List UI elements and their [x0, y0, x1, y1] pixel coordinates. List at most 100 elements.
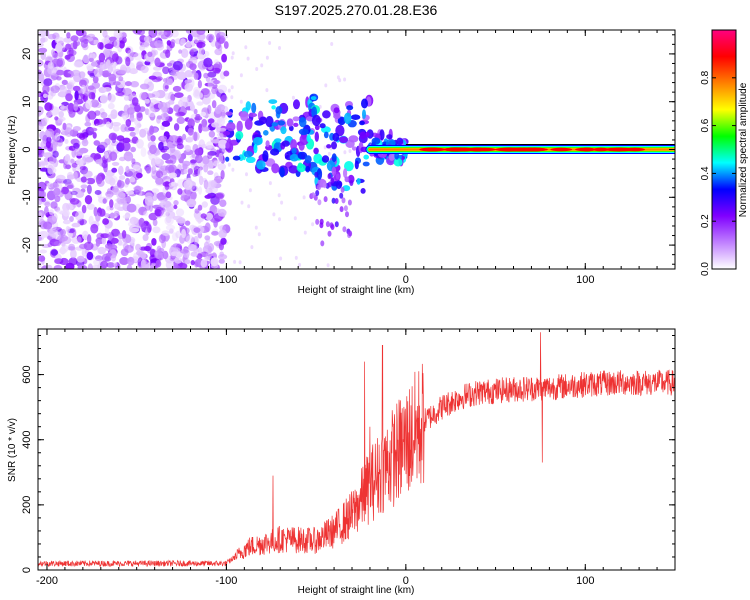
- noise-blob: [88, 57, 95, 63]
- signal-blob: [331, 153, 337, 163]
- noise-blob: [68, 80, 76, 85]
- noise-blob: [165, 191, 172, 199]
- noise-blob: [148, 108, 156, 118]
- noise-blob: [115, 91, 125, 97]
- noise-blob: [75, 190, 85, 198]
- noise-blob: [86, 251, 94, 261]
- noise-blob: [126, 168, 136, 177]
- noise-blob: [107, 93, 116, 103]
- noise-blob: [210, 139, 221, 144]
- noise-blob: [254, 225, 258, 230]
- noise-blob: [265, 88, 269, 93]
- noise-blob: [245, 172, 248, 177]
- noise-blob: [143, 245, 152, 252]
- noise-blob: [201, 118, 208, 128]
- noise-blob: [204, 235, 211, 241]
- noise-blob: [205, 212, 214, 221]
- signal-blob: [362, 109, 366, 119]
- noise-blob: [217, 163, 226, 171]
- noise-blob: [106, 262, 116, 268]
- noise-blob: [79, 79, 87, 88]
- noise-blob: [76, 150, 84, 156]
- noise-blob: [193, 91, 204, 99]
- noise-blob: [217, 84, 228, 94]
- noise-blob: [169, 228, 174, 234]
- noise-blob: [102, 118, 108, 125]
- noise-blob: [211, 100, 217, 109]
- noise-blob: [123, 95, 130, 101]
- noise-blob: [155, 259, 162, 268]
- noise-blob: [196, 253, 203, 260]
- spectrogram-xtick-label: 100: [576, 274, 594, 286]
- noise-blob: [151, 158, 156, 167]
- noise-blob: [44, 102, 53, 112]
- noise-blob: [107, 231, 113, 242]
- noise-blob: [155, 170, 164, 178]
- noise-blob: [129, 216, 138, 225]
- noise-blob: [44, 201, 51, 208]
- signal-blob: [253, 143, 258, 154]
- snr-series-line: [38, 332, 675, 568]
- noise-blob: [85, 99, 92, 110]
- noise-blob: [196, 41, 206, 49]
- noise-blob: [218, 127, 227, 132]
- signal-blob: [322, 182, 327, 189]
- noise-blob: [144, 108, 150, 116]
- noise-blob: [177, 217, 186, 226]
- noise-blob: [82, 54, 90, 64]
- noise-blob: [40, 51, 47, 61]
- noise-blob: [218, 37, 225, 45]
- noise-blob: [136, 250, 144, 256]
- signal-blob: [356, 178, 361, 185]
- noise-blob: [82, 170, 93, 178]
- noise-blob: [92, 39, 100, 45]
- noise-blob: [45, 128, 55, 138]
- noise-blob: [151, 165, 156, 175]
- noise-blob: [64, 54, 71, 60]
- noise-blob: [211, 86, 219, 95]
- noise-blob: [51, 213, 58, 222]
- noise-blob: [70, 190, 78, 196]
- snr-panel: -200 -100 0 100 0 200 400 600 Height of straigh…: [7, 328, 676, 596]
- noise-blob: [53, 187, 61, 196]
- snr-xtick-label: -200: [36, 575, 58, 587]
- signal-blobs: [223, 93, 409, 247]
- signal-blob: [291, 147, 297, 155]
- noise-blob: [108, 73, 117, 82]
- noise-blob: [59, 246, 66, 255]
- noise-blob: [173, 123, 180, 131]
- noise-blob: [98, 52, 106, 63]
- noise-blob: [64, 139, 69, 144]
- noise-blob: [268, 41, 272, 45]
- noise-blob: [293, 216, 297, 221]
- signal-blob: [360, 188, 366, 194]
- noise-blob: [38, 124, 44, 130]
- noise-blob: [161, 120, 171, 127]
- noise-blob: [336, 75, 340, 80]
- noise-blob: [41, 117, 48, 127]
- signal-blob: [344, 161, 354, 172]
- noise-blob: [206, 33, 215, 42]
- noise-blob: [166, 40, 172, 46]
- noise-blob: [190, 251, 198, 257]
- noise-blob: [165, 49, 171, 58]
- noise-blob: [82, 95, 88, 101]
- signal-blob: [340, 186, 345, 193]
- signal-blob: [225, 111, 233, 116]
- noise-blob: [60, 229, 66, 236]
- noise-blob: [207, 92, 216, 100]
- noise-blob: [76, 158, 84, 166]
- signal-blob: [315, 190, 320, 196]
- noise-blob: [97, 246, 106, 255]
- noise-blob: [63, 155, 71, 165]
- noise-blob: [38, 230, 49, 238]
- signal-blob: [293, 99, 300, 110]
- noise-blob: [190, 260, 195, 266]
- noise-blob: [130, 81, 140, 88]
- signal-blob: [235, 130, 244, 140]
- noise-blob: [179, 96, 189, 103]
- noise-blob: [55, 43, 63, 53]
- signal-blob: [225, 142, 230, 149]
- noise-blob: [87, 234, 92, 244]
- signal-blob: [333, 107, 340, 114]
